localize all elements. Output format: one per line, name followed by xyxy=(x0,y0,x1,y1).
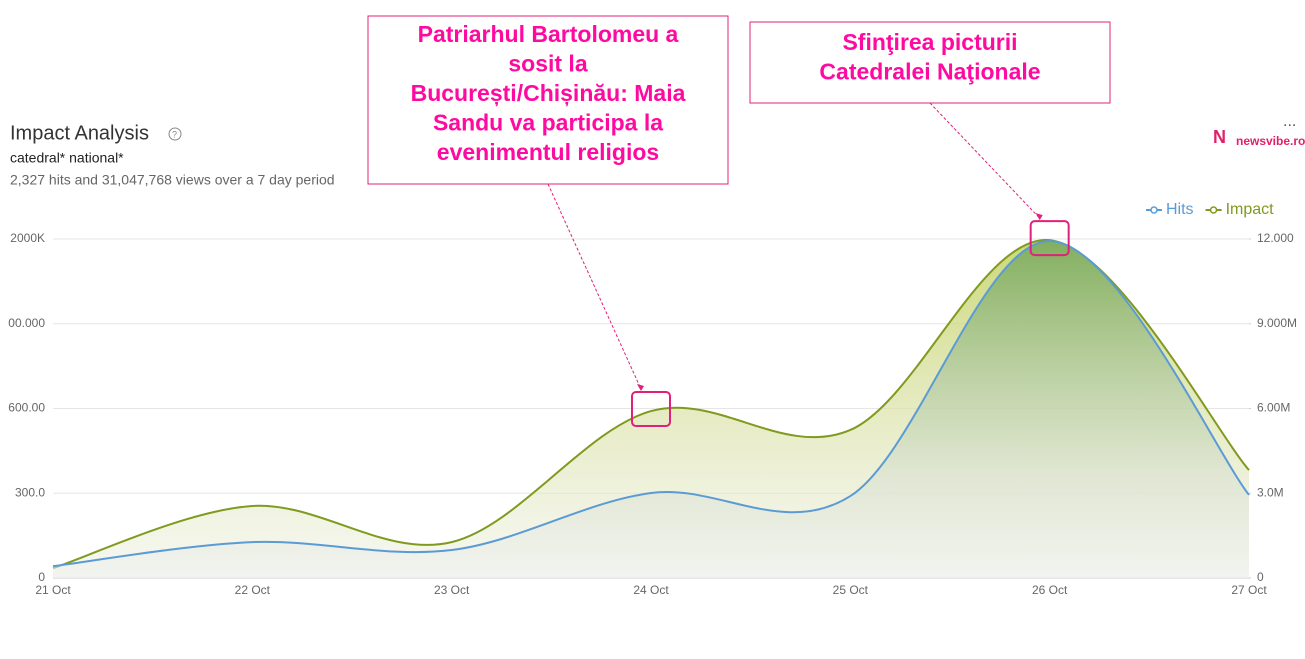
x-tick-label: 24 Oct xyxy=(633,583,669,597)
x-tick-label: 27 Oct xyxy=(1231,583,1267,597)
y-tick-label: 00.000 xyxy=(8,316,45,330)
legend-marker xyxy=(1150,206,1158,214)
y2-tick-label: 6.00M xyxy=(1257,401,1290,415)
logo: newsvibe.ro xyxy=(1236,134,1305,148)
area xyxy=(53,240,1249,579)
annotation-text: sosit la xyxy=(508,51,587,77)
menu[interactable]: ... xyxy=(1283,113,1296,130)
help-icon[interactable] xyxy=(168,127,182,141)
legend-marker xyxy=(1209,206,1218,214)
y2-tick-label: 12.000 xyxy=(1257,231,1294,245)
arrow-head xyxy=(637,384,644,392)
annotation-text: evenimentul religios xyxy=(437,139,659,165)
y-tick-label: 0 xyxy=(38,570,45,584)
y-tick-label: 2000K xyxy=(10,231,45,245)
annotation-text: Sfinţirea picturii xyxy=(842,29,1017,55)
y-tick-label: 300.0 xyxy=(15,485,45,499)
annotation-text: București/Chișinău: Maia xyxy=(411,80,686,107)
x-tick-label: 26 Oct xyxy=(1032,583,1068,597)
x-tick-label: 25 Oct xyxy=(833,583,869,597)
annotation-marker xyxy=(631,391,671,428)
x-tick-label: 22 Oct xyxy=(235,583,271,597)
logo-mark: N xyxy=(1213,127,1226,147)
arrow-head xyxy=(1035,213,1043,221)
annotation-text: Catedralei Naţionale xyxy=(819,59,1040,85)
legend-label[interactable]: Impact xyxy=(1226,201,1275,218)
y-tick-label: 600.00 xyxy=(8,401,45,415)
annotation-arrow xyxy=(929,102,1041,219)
annotation-box xyxy=(367,15,729,185)
query: catedral* national* xyxy=(10,150,124,166)
annotation-arrow xyxy=(547,183,642,390)
x-tick-label: 21 Oct xyxy=(35,583,71,597)
help-mark: ? xyxy=(172,129,177,139)
annotation-text: Patriarhul Bartolomeu a xyxy=(418,21,679,47)
y2-tick-label: 0 xyxy=(1257,570,1264,584)
title: Impact Analysis xyxy=(10,122,149,144)
annotation-marker xyxy=(1029,220,1070,257)
x-tick-label: 23 Oct xyxy=(434,583,470,597)
line xyxy=(52,239,1250,568)
y2-tick-label: 3.0M xyxy=(1257,485,1284,499)
legend-label[interactable]: Hits xyxy=(1166,201,1194,218)
y2-tick-label: 9.000M xyxy=(1257,316,1297,330)
annotation-text: Sandu va participa la xyxy=(433,110,663,136)
summary: 2,327 hits and 31,047,768 views over a 7… xyxy=(10,172,335,188)
